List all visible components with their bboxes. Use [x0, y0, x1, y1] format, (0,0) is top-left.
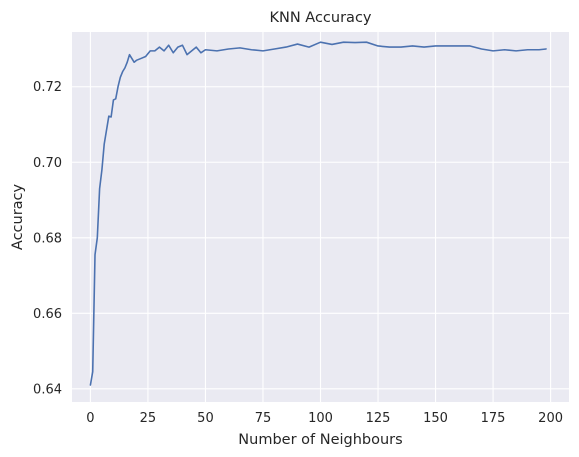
- accuracy-series-line: [89, 41, 547, 386]
- x-tick-label: 25: [140, 411, 157, 426]
- x-tick-label: 200: [538, 411, 563, 426]
- x-tick-label: 150: [423, 411, 448, 426]
- series-layer: [89, 41, 547, 386]
- x-tick-label: 0: [86, 411, 94, 426]
- y-tick-label: 0.64: [33, 382, 62, 397]
- y-tick-label: 0.68: [33, 231, 62, 246]
- x-axis-label: Number of Neighbours: [238, 432, 402, 448]
- x-tick-label: 50: [197, 411, 214, 426]
- y-tick-label: 0.72: [33, 80, 62, 95]
- x-tick-label: 100: [308, 411, 333, 426]
- x-tick-label: 125: [366, 411, 391, 426]
- y-tick-label: 0.66: [33, 307, 62, 322]
- grid: [72, 32, 569, 402]
- chart-title: KNN Accuracy: [269, 10, 371, 26]
- x-tick-labels: 0 25 50 75 100 125 150 175 200: [86, 411, 563, 426]
- y-tick-label: 0.70: [33, 156, 62, 171]
- y-axis-label: Accuracy: [10, 183, 26, 250]
- x-tick-label: 175: [481, 411, 506, 426]
- y-tick-labels: 0.64 0.66 0.68 0.70 0.72: [33, 80, 62, 397]
- x-tick-label: 75: [255, 411, 272, 426]
